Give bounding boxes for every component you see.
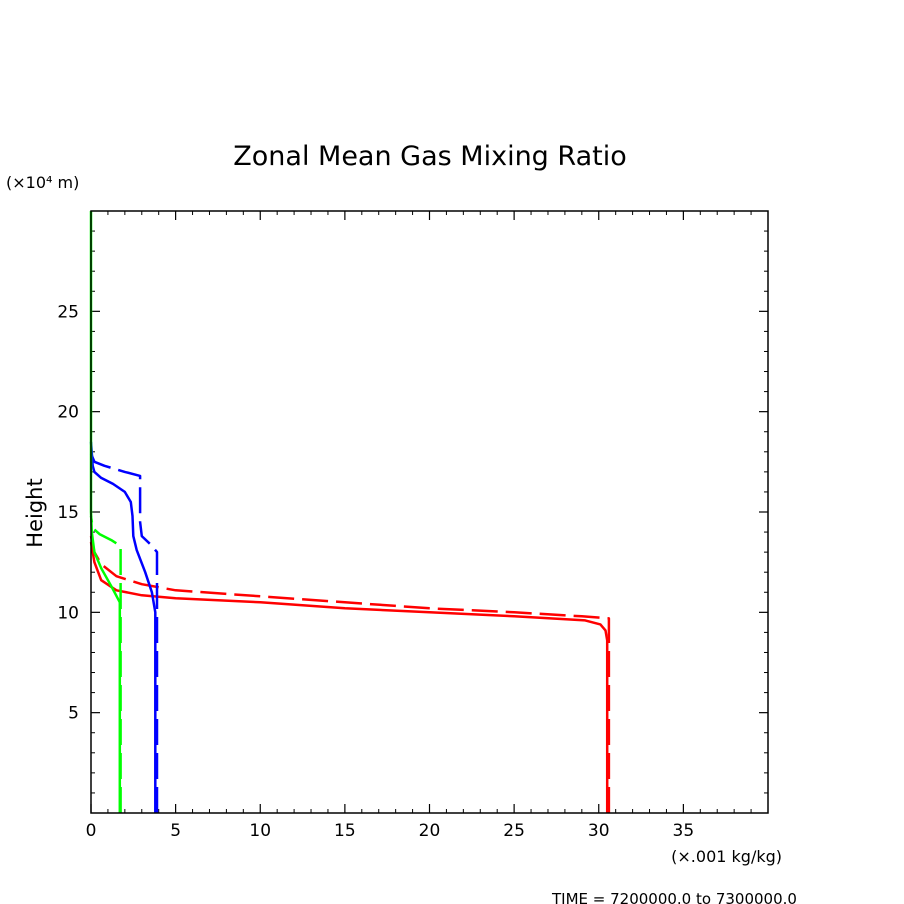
x-tick-label: 25 — [503, 821, 525, 841]
y-tick-label: 15 — [57, 503, 79, 523]
tick-labels: 0 5 10 15 20 25 30 35 5 10 15 20 25 — [57, 302, 694, 841]
series-lines — [89, 211, 611, 813]
series-line-2 — [89, 535, 611, 813]
axis-ticks — [90, 211, 768, 813]
y-tick-label: 5 — [68, 704, 79, 724]
x-tick-label: 10 — [249, 821, 271, 841]
plot-frame — [90, 210, 769, 814]
x-tick-label: 15 — [334, 821, 356, 841]
x-tick-label: 35 — [673, 821, 695, 841]
x-tick-label: 0 — [86, 821, 97, 841]
x-tick-label: 5 — [170, 821, 181, 841]
x-tick-label: 20 — [419, 821, 441, 841]
series-line-6 — [89, 515, 122, 813]
series-line-3 — [89, 441, 157, 813]
y-unit-label: (×10⁴ m) — [6, 173, 79, 192]
y-tick-label: 10 — [57, 603, 79, 623]
x-tick-label: 30 — [588, 821, 610, 841]
chart-title: Zonal Mean Gas Mixing Ratio — [233, 141, 626, 172]
x-unit-label: (×.001 kg/kg) — [671, 847, 782, 866]
y-tick-label: 25 — [57, 302, 79, 322]
series-line-1 — [89, 541, 609, 813]
time-footer: TIME = 7200000.0 to 7300000.0 — [551, 890, 797, 904]
series-line-4 — [89, 453, 159, 813]
y-axis-title: Height — [23, 478, 47, 547]
y-tick-label: 20 — [57, 403, 79, 423]
